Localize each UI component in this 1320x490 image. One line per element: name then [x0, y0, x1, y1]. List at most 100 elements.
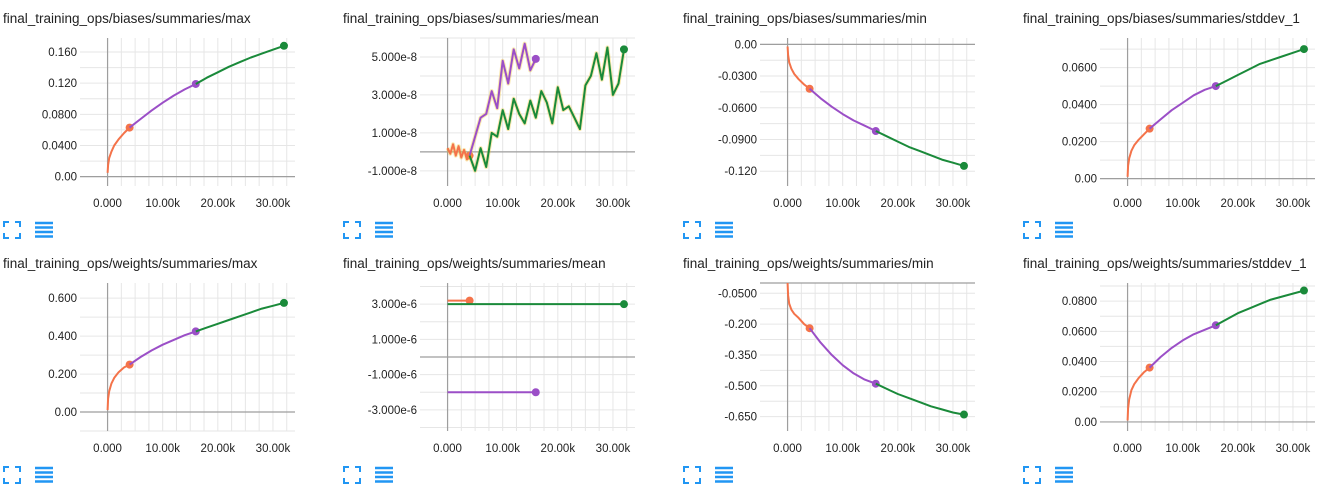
chart-card: final_training_ops/biases/summaries/min …: [680, 0, 1010, 245]
x-tick-label: 30.00k: [936, 443, 971, 455]
series-end-point: [959, 410, 968, 419]
x-tick-label: 20.00k: [541, 443, 576, 455]
chart-title: final_training_ops/weights/summaries/std…: [1023, 256, 1307, 271]
chart-title: final_training_ops/biases/summaries/max: [3, 11, 251, 26]
list-lines-icon[interactable]: [34, 465, 54, 485]
x-tick-label: 0.000: [433, 443, 462, 455]
y-tick-label: 0.600: [48, 293, 77, 305]
y-tick-label: -0.650: [724, 412, 757, 424]
line-chart[interactable]: 0.00 0.0400 0.0800 0.120 0.160 0.000 10.00k 20.…: [0, 0, 330, 245]
line-chart[interactable]: 0.00 -0.0300 -0.0600 -0.0900 -0.120 0.000 10.0…: [680, 0, 1010, 245]
series-end-point: [279, 298, 288, 307]
series-end-point: [871, 127, 880, 136]
series-end-point: [1299, 45, 1308, 54]
line-chart[interactable]: 0.00 0.200 0.400 0.600 0.000 10.00k 20.00k 30.0…: [0, 245, 330, 490]
grid-lines: [1100, 38, 1315, 186]
fullscreen-expand-icon[interactable]: [2, 465, 22, 485]
series-line: [1126, 127, 1151, 177]
y-tick-label: 3.000e-8: [372, 90, 417, 102]
y-tick-label: 0.160: [48, 47, 77, 59]
y-tick-label: 0.0800: [1062, 296, 1097, 308]
line-chart[interactable]: -0.0500 -0.200 -0.350 -0.500 -0.650 0.000 10.0…: [680, 245, 1010, 490]
list-lines-icon[interactable]: [374, 220, 394, 240]
series-end-point: [279, 41, 288, 50]
series-end-point: [1211, 82, 1220, 91]
series-line: [468, 46, 625, 172]
list-lines-icon[interactable]: [374, 465, 394, 485]
series-line: [808, 87, 877, 132]
chart-title: final_training_ops/biases/summaries/mean: [343, 11, 599, 26]
series-line: [195, 44, 285, 85]
chart-card: final_training_ops/weights/summaries/min…: [680, 245, 1010, 490]
fullscreen-expand-icon[interactable]: [682, 220, 702, 240]
y-tick-label: 0.00: [735, 39, 757, 51]
series-line: [786, 282, 811, 330]
series-line: [1126, 366, 1151, 421]
chart-card: final_training_ops/biases/summaries/stdd…: [1020, 0, 1320, 245]
list-lines-icon[interactable]: [714, 465, 734, 485]
grid-lines: [80, 38, 295, 186]
x-tick-label: 10.00k: [825, 443, 860, 455]
grid-lines: [80, 283, 295, 432]
y-tick-label: 0.0400: [1062, 357, 1097, 369]
x-tick-label: 30.00k: [596, 443, 631, 455]
x-tick-label: 20.00k: [881, 198, 916, 210]
series-end-point: [191, 327, 200, 336]
grid-lines: [1100, 283, 1315, 431]
list-lines-icon[interactable]: [34, 220, 54, 240]
fullscreen-expand-icon[interactable]: [1022, 465, 1042, 485]
x-tick-label: 20.00k: [541, 198, 576, 210]
y-tick-label: 0.0600: [1062, 326, 1097, 338]
x-tick-label: 0.000: [1113, 443, 1142, 455]
grid-lines: [760, 38, 975, 186]
y-tick-label: -0.500: [724, 381, 757, 393]
y-tick-label: 0.120: [48, 78, 77, 90]
chart-card: final_training_ops/biases/summaries/mean…: [340, 0, 670, 245]
x-tick-label: 10.00k: [485, 198, 520, 210]
series-line: [128, 83, 197, 129]
series-line: [106, 363, 131, 411]
line-chart[interactable]: -3.000e-6 -1.000e-6 1.000e-6 3.000e-6 0.000 1…: [340, 245, 670, 490]
y-tick-label: 0.00: [55, 172, 77, 184]
x-tick-label: 30.00k: [1276, 443, 1311, 455]
y-tick-label: 3.000e-6: [372, 299, 417, 311]
series-line: [1148, 85, 1217, 130]
y-tick-label: 0.0800: [42, 109, 77, 121]
x-tick-label: 30.00k: [596, 198, 631, 210]
x-tick-label: 0.000: [93, 443, 122, 455]
series-line: [875, 130, 965, 167]
series-end-point: [465, 296, 474, 305]
x-tick-label: 30.00k: [936, 198, 971, 210]
series-end-point: [531, 388, 540, 397]
line-chart[interactable]: 0.00 0.0200 0.0400 0.0600 0.0800 0.000 10.00k 2…: [1020, 245, 1320, 490]
series-line: [129, 330, 197, 366]
list-lines-icon[interactable]: [1054, 465, 1074, 485]
list-lines-icon[interactable]: [714, 220, 734, 240]
series-line: [1215, 289, 1305, 327]
chart-title: final_training_ops/weights/summaries/mea…: [343, 256, 606, 271]
series-line: [1148, 324, 1217, 369]
fullscreen-expand-icon[interactable]: [2, 220, 22, 240]
x-tick-label: 20.00k: [1221, 443, 1256, 455]
series-end-point: [1299, 286, 1308, 295]
x-tick-label: 0.000: [93, 198, 122, 210]
x-tick-label: 10.00k: [825, 198, 860, 210]
line-chart[interactable]: -1.000e-8 1.000e-8 3.000e-8 5.000e-8 0.000 10…: [340, 0, 670, 245]
x-tick-label: 20.00k: [1221, 198, 1256, 210]
chart-card: final_training_ops/weights/summaries/max…: [0, 245, 330, 490]
y-tick-label: 0.400: [48, 331, 77, 343]
line-chart[interactable]: 0.00 0.0200 0.0400 0.0600 0.000 10.00k 20.00k 3…: [1020, 0, 1320, 245]
fullscreen-expand-icon[interactable]: [342, 465, 362, 485]
x-tick-label: 10.00k: [145, 443, 180, 455]
series-line: [195, 301, 285, 333]
series-end-point: [191, 79, 200, 88]
list-lines-icon[interactable]: [1054, 220, 1074, 240]
y-tick-label: 0.0200: [1062, 137, 1097, 149]
fullscreen-expand-icon[interactable]: [1022, 220, 1042, 240]
chart-card: final_training_ops/weights/summaries/std…: [1020, 245, 1320, 490]
chart-title: final_training_ops/weights/summaries/max: [3, 256, 258, 271]
series-line: [786, 46, 811, 90]
series-end-point: [1211, 321, 1220, 330]
fullscreen-expand-icon[interactable]: [342, 220, 362, 240]
fullscreen-expand-icon[interactable]: [682, 465, 702, 485]
